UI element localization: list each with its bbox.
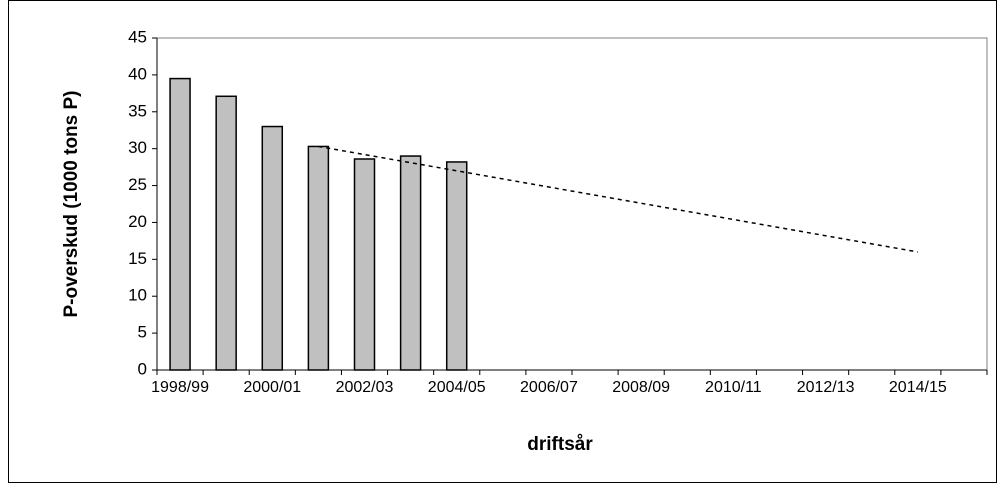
y-tick-label: 30	[128, 138, 147, 157]
x-tick-label: 2014/15	[889, 379, 947, 396]
bar	[307, 145, 330, 371]
y-tick-label: 0	[138, 359, 147, 378]
y-tick-label: 45	[128, 27, 147, 46]
y-tick-label: 10	[128, 286, 147, 305]
x-tick-label: 2002/03	[336, 379, 394, 396]
y-tick-label: 20	[128, 212, 147, 231]
trend-line	[318, 145, 918, 253]
bar	[399, 155, 422, 371]
bar	[215, 95, 237, 371]
y-tick-label: 35	[128, 101, 147, 120]
x-tick-label: 2004/05	[428, 379, 486, 396]
y-tick-label: 5	[138, 323, 147, 342]
y-tick-label: 25	[128, 175, 147, 194]
plot-area	[156, 37, 988, 371]
x-axis-label: driftsår	[527, 434, 593, 455]
bar	[353, 158, 376, 371]
x-tick-label: 2012/13	[797, 379, 855, 396]
x-tick-label: 2006/07	[520, 379, 578, 396]
bar	[445, 161, 468, 371]
y-tick-label: 15	[128, 249, 147, 268]
x-tick-label: 2000/01	[243, 379, 301, 396]
y-axis-label: P-overskud (1000 tons P)	[61, 90, 82, 317]
x-tick-label: 1998/99	[151, 379, 209, 396]
y-tick-label: 40	[128, 64, 147, 83]
x-tick-label: 2010/11	[705, 379, 762, 396]
x-tick-label: 2008/09	[612, 379, 670, 396]
bar	[261, 125, 284, 371]
bar	[169, 77, 191, 371]
